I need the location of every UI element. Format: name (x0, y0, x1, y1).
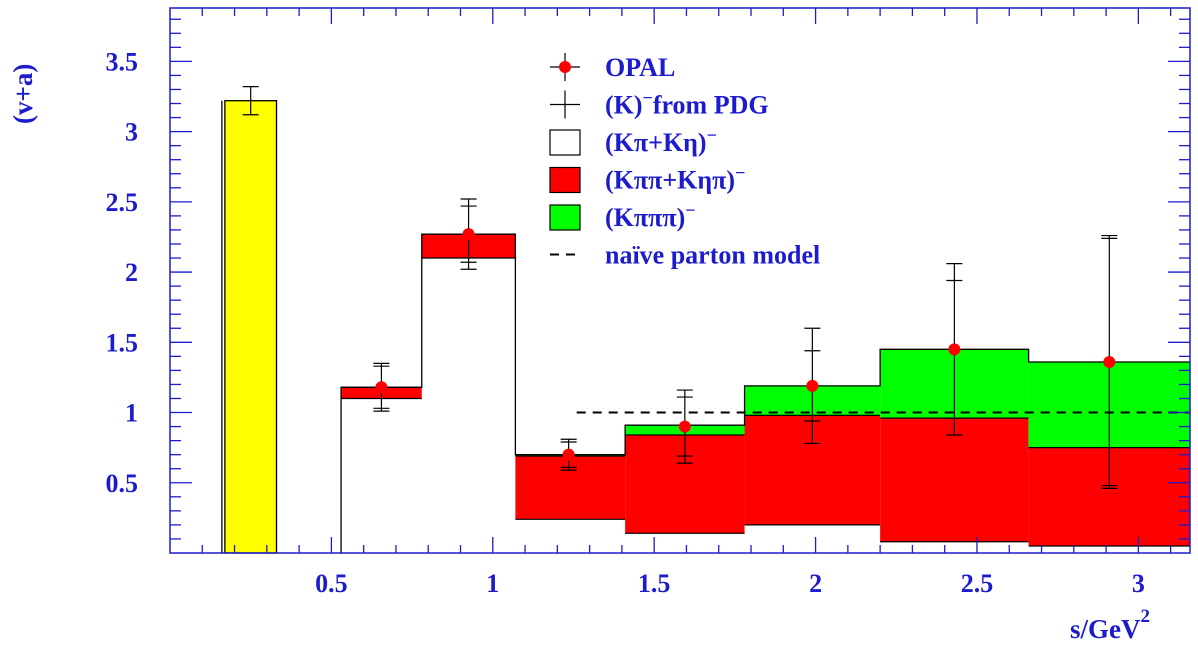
legend-label: OPAL (605, 53, 675, 82)
y-tick-label: 3.5 (106, 47, 139, 76)
bar-kpipi-ketapi-2 (515, 456, 626, 520)
x-axis-label-text: s/GeV (1070, 614, 1141, 644)
bar-kpipi-ketapi-5 (880, 418, 1029, 542)
y-tick-label: 2.5 (106, 188, 139, 217)
y-tick-label: 2 (125, 258, 138, 287)
axes-box (169, 7, 1191, 554)
opal-point-4 (806, 379, 819, 392)
y-axis-ticks: 0.5 1 1.5 2 2.5 3 3.5 (106, 18, 1190, 540)
y-tick-label: 0.5 (106, 469, 139, 498)
legend-label: naïve parton model (605, 241, 820, 270)
opal-point-1 (462, 228, 475, 241)
histogram-outline (340, 233, 1190, 553)
x-tick-label: 1.5 (638, 569, 671, 598)
legend-label: (Kπππ)− (605, 200, 696, 232)
opal-point-0 (375, 381, 388, 394)
kaon-bin (221, 86, 278, 554)
opal-point-3 (678, 420, 691, 433)
x-tick-label: 0.5 (315, 569, 348, 598)
opal-points (373, 198, 1118, 489)
plot-frame (169, 7, 1191, 554)
y-axis-label: (v+a) (8, 64, 39, 124)
x-tick-label: 2 (809, 569, 822, 598)
legend-label: (Kππ+Kηπ)− (605, 163, 745, 195)
kaon-bar (224, 100, 278, 554)
legend-marker-box (549, 129, 581, 156)
legend-label: (Kπ+Kη)− (605, 125, 717, 157)
x-tick-label: 3 (1132, 569, 1145, 598)
legend-marker-box (549, 166, 581, 194)
x-axis-ticks: 0.5 1 1.5 2 2.5 3 (201, 8, 1172, 598)
x-tick-label: 1 (486, 569, 499, 598)
opal-point-2 (562, 448, 575, 461)
x-tick-label: 2.5 (961, 569, 994, 598)
legend: OPAL (K)−from PDG (Kπ+Kη)− (Kππ+Kηπ)− (Kπππ)… (549, 53, 820, 270)
legend-label: (K)−from PDG (605, 88, 769, 120)
opal-point-6 (1103, 355, 1116, 368)
legend-marker-point (559, 61, 571, 73)
legend-marker-box (549, 204, 581, 231)
x-axis-label-exponent: 2 (1140, 606, 1151, 627)
y-tick-label: 3 (125, 118, 138, 147)
x-axis-label: s/GeV2 (1070, 606, 1150, 645)
y-axis-label-text: (v+a) (8, 63, 38, 124)
opal-point-5 (948, 343, 961, 356)
y-tick-label: 1 (125, 399, 138, 428)
stacked-bars (340, 233, 1190, 553)
y-tick-label: 1.5 (106, 328, 139, 357)
